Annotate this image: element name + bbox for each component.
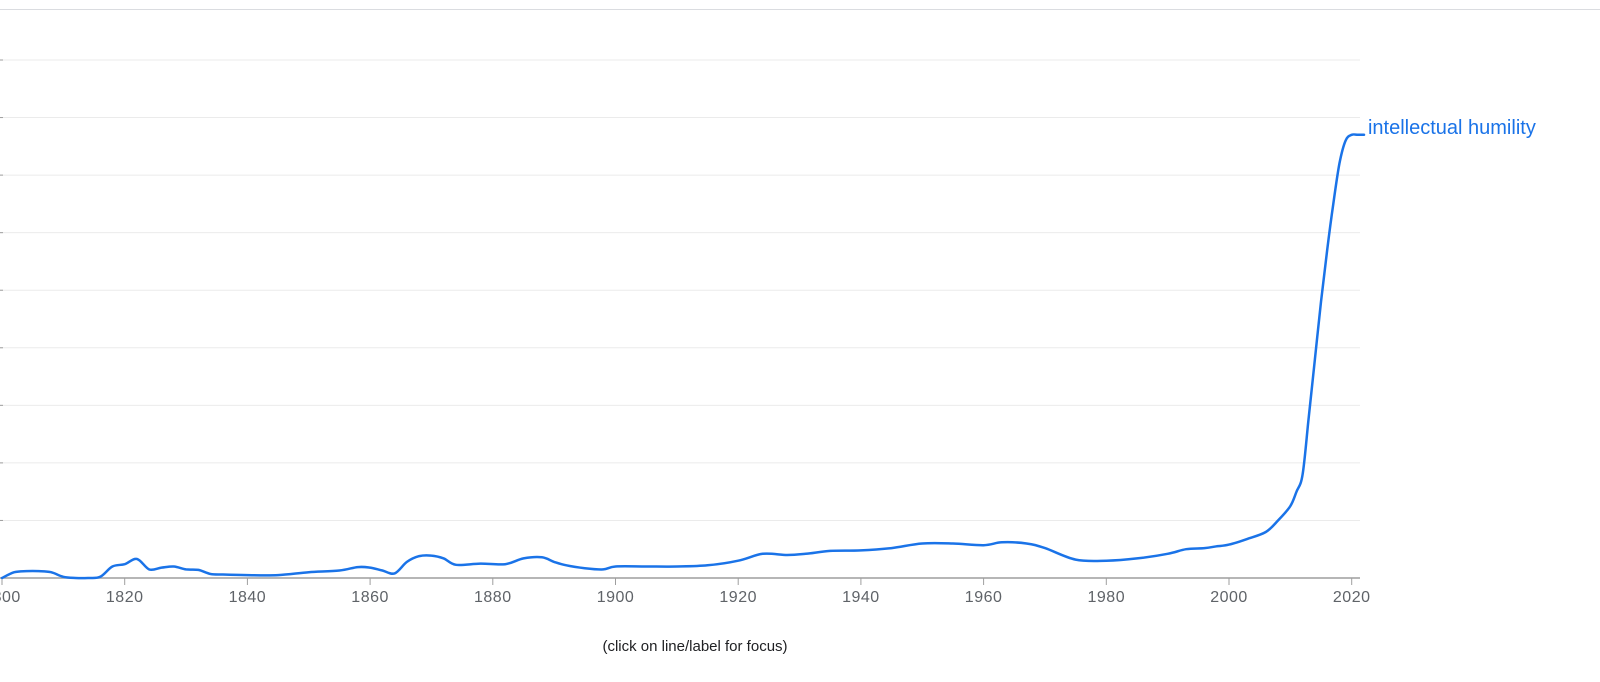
x-tick-label: 2000 xyxy=(1210,589,1248,606)
series-layer[interactable]: intellectual humility xyxy=(0,117,1536,580)
line-chart: 1800 1820 1840 1860 1880 1900 1920 1940 1960 1980… xyxy=(0,59,1536,606)
x-axis: 1800 1820 1840 1860 1880 1900 1920 1940 1960 1980… xyxy=(0,577,1371,606)
x-tick-label: 2020 xyxy=(1333,589,1371,606)
x-tick-label: 1860 xyxy=(351,589,389,606)
x-tick-label: 1940 xyxy=(842,589,880,606)
x-tick-label: 1840 xyxy=(229,589,267,606)
x-tick-label: 1800 xyxy=(0,589,21,606)
chart-caption: (click on line/label for focus) xyxy=(602,638,788,655)
x-tick-label: 1880 xyxy=(474,589,512,606)
grid-lines xyxy=(0,59,1360,521)
top-divider xyxy=(0,9,1600,10)
series-label[interactable]: intellectual humility xyxy=(1368,117,1536,139)
x-tick-label: 1980 xyxy=(1088,589,1126,606)
x-tick-label: 1960 xyxy=(965,589,1003,606)
x-tick-label: 1820 xyxy=(106,589,144,606)
x-tick-label: 1900 xyxy=(597,589,635,606)
x-tick-label: 1920 xyxy=(719,589,757,606)
series-line[interactable] xyxy=(0,133,1366,580)
